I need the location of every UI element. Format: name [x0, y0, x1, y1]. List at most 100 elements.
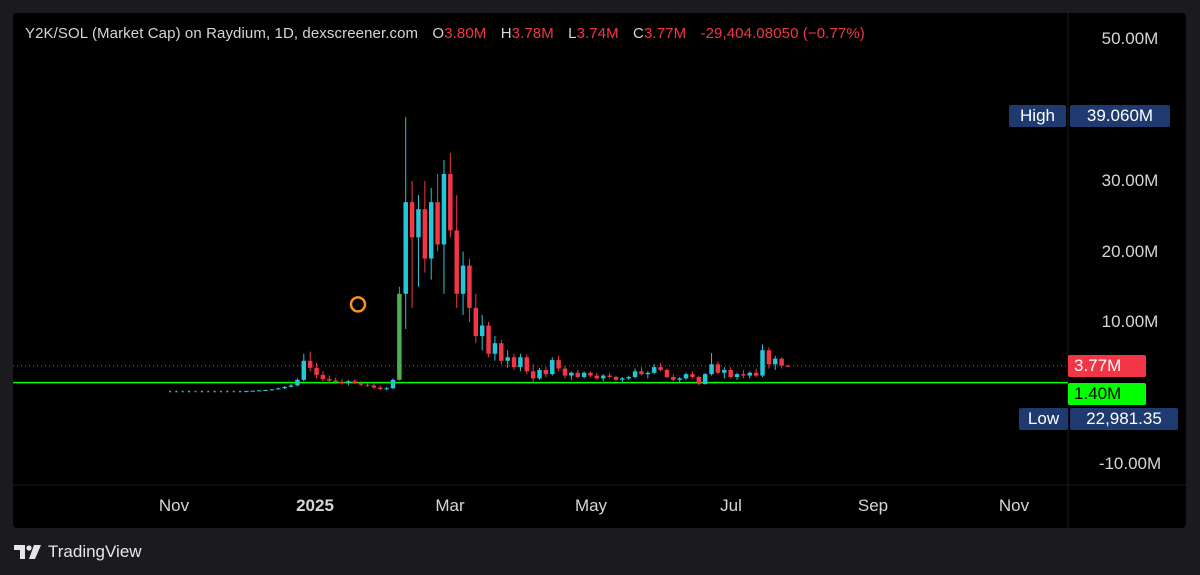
low-label: L: [568, 25, 577, 42]
change-value: -29,404.08050 (−0.77%): [700, 25, 865, 42]
candle-body: [467, 265, 472, 308]
candle-body: [428, 202, 434, 259]
brand-name: TradingView: [48, 542, 142, 561]
candle-body: [314, 367, 319, 375]
candle-body: [588, 372, 593, 376]
candle-body: [435, 202, 440, 245]
high-marker-value: 39.060M: [1070, 105, 1170, 127]
open-label: O: [432, 25, 445, 42]
candle-body: [658, 367, 663, 370]
candle-body: [581, 372, 587, 377]
candle-body: [365, 384, 370, 386]
x-tick-label: Nov: [158, 496, 190, 515]
candle-body: [741, 374, 746, 376]
candle-body: [250, 390, 256, 392]
candle: [207, 390, 210, 393]
y-tick-label: 50.00M: [1101, 29, 1159, 48]
candle-body: [728, 369, 733, 377]
candle-body: [263, 390, 268, 392]
candle-body: [639, 371, 644, 375]
candle-body: [601, 375, 606, 379]
candle-body: [760, 350, 765, 376]
x-tick-label: May: [574, 496, 608, 515]
candle-body: [256, 390, 262, 392]
x-tick-label: Mar: [435, 496, 465, 515]
candle-body: [569, 372, 574, 376]
candle-body: [671, 376, 676, 380]
candle-body: [378, 387, 383, 389]
candle-body: [524, 357, 530, 372]
x-tick-label: 2025: [296, 496, 334, 515]
high-marker-label: High: [1009, 105, 1066, 127]
candle: [194, 390, 197, 393]
candle-body: [486, 325, 491, 354]
candle-body: [371, 385, 377, 388]
y-tick-label: 10.00M: [1101, 312, 1159, 331]
candle-body: [499, 343, 504, 361]
y-tick-label: 30.00M: [1101, 171, 1159, 190]
candle-body: [505, 357, 510, 361]
candle-body: [358, 383, 364, 385]
candle-body: [422, 209, 428, 259]
candle-body: [594, 375, 600, 379]
candle-body: [518, 357, 523, 368]
candle-body: [562, 368, 568, 376]
candle-body: [473, 307, 479, 337]
x-tick-label: Jul: [720, 496, 742, 515]
candle-body: [390, 379, 396, 389]
chart-legend: Y2K/SOL (Market Cap) on Raydium, 1D, dex…: [25, 25, 865, 42]
y-tick-label: -10.00M: [1098, 454, 1162, 473]
candle-body: [645, 372, 651, 375]
candle-body: [295, 379, 300, 386]
candle: [175, 390, 178, 393]
candles-group: [169, 117, 791, 393]
candle-body: [696, 376, 702, 385]
candle-body: [276, 388, 281, 390]
candle-body: [460, 265, 466, 294]
candle-body: [301, 360, 307, 380]
candle-body: [543, 369, 549, 375]
marker-circle[interactable]: [349, 296, 367, 313]
candle-body: [492, 343, 498, 354]
candle-body: [339, 381, 345, 383]
candle-body: [702, 374, 708, 385]
candle-body: [632, 371, 638, 377]
candle-body: [346, 381, 351, 383]
candlestick-chart[interactable]: [13, 13, 1186, 528]
candle: [219, 390, 222, 393]
candle-body: [651, 367, 657, 373]
candle-body: [690, 374, 695, 377]
candle-body: [307, 360, 313, 368]
candle-body: [785, 365, 791, 367]
candle: [232, 390, 235, 393]
candle-body: [282, 386, 287, 389]
y-tick-label: 20.00M: [1101, 242, 1159, 261]
candle-body: [333, 380, 338, 382]
candle-body: [530, 371, 536, 379]
tradingview-logo-icon: [14, 545, 41, 559]
candle-body: [441, 173, 447, 245]
candle-body: [683, 374, 689, 379]
line-price-tag: 1.40M: [1068, 383, 1146, 405]
high-label: H: [500, 25, 512, 42]
candle: [181, 390, 184, 393]
candle-body: [766, 350, 772, 365]
high-value: 3.78M: [511, 25, 554, 42]
candle-body: [709, 364, 714, 375]
candle-body: [352, 381, 357, 384]
symbol-title: Y2K/SOL (Market Cap) on Raydium, 1D, dex…: [25, 25, 419, 42]
chart-panel[interactable]: Y2K/SOL (Market Cap) on Raydium, 1D, dex…: [13, 13, 1186, 528]
candle-body: [448, 173, 453, 231]
candle-body: [722, 369, 727, 373]
candle-body: [320, 374, 326, 380]
candle-body: [626, 376, 631, 379]
candle: [213, 390, 216, 393]
candle-body: [269, 389, 275, 391]
x-tick-label: Nov: [998, 496, 1030, 515]
candle-body: [620, 378, 625, 380]
candle-body: [753, 372, 759, 376]
tradingview-brand[interactable]: TradingView: [14, 541, 142, 563]
candle-body: [715, 364, 721, 373]
candle-body: [416, 209, 421, 238]
candle: [188, 390, 191, 393]
